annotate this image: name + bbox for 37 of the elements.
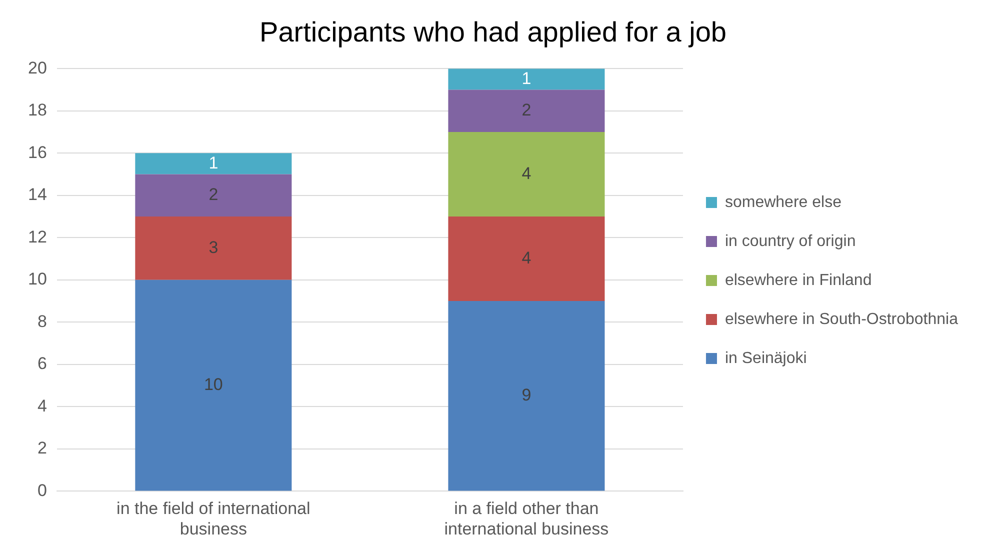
bar (448, 301, 605, 491)
bar (448, 68, 605, 90)
legend-label: elsewhere in Finland (724, 272, 872, 289)
y-tick-label: 14 (28, 185, 47, 204)
legend-label: elsewhere in South-Ostrobothnia (724, 310, 958, 328)
chart-title: Participants who had applied for a job (260, 16, 726, 48)
y-tick-label: 12 (28, 227, 47, 246)
data-label: 10 (204, 374, 223, 394)
y-tick-label: 6 (37, 354, 47, 374)
y-tick-label: 0 (37, 480, 47, 500)
bar (135, 153, 292, 174)
y-tick-label: 20 (28, 58, 47, 78)
data-label: 1 (522, 68, 532, 88)
legend-label: in Seinäjoki (724, 350, 807, 367)
x-tick-label: in the field of international business (116, 499, 310, 538)
data-label: 2 (208, 185, 218, 204)
data-label: 2 (522, 100, 532, 120)
bar (135, 216, 292, 280)
y-tick-label: 10 (28, 270, 47, 289)
y-tick-label: 8 (37, 312, 47, 331)
y-tick-label: 18 (28, 100, 47, 120)
y-tick-label: 2 (37, 438, 47, 458)
bar (448, 216, 605, 302)
bar (448, 90, 605, 132)
bar (448, 132, 605, 217)
data-label: 1 (208, 153, 218, 172)
data-label: 9 (522, 386, 532, 405)
y-tick-label: 4 (37, 396, 47, 416)
legend-label: in country of origin (724, 232, 856, 250)
legend-label: somewhere else (724, 194, 842, 211)
bar (135, 280, 292, 491)
bar (135, 174, 292, 217)
data-label: 4 (522, 248, 532, 268)
data-label: 3 (208, 238, 218, 257)
x-tick-label: in a field other than international business (444, 499, 609, 538)
y-tick-label: 16 (28, 142, 47, 162)
data-label: 4 (522, 164, 532, 183)
